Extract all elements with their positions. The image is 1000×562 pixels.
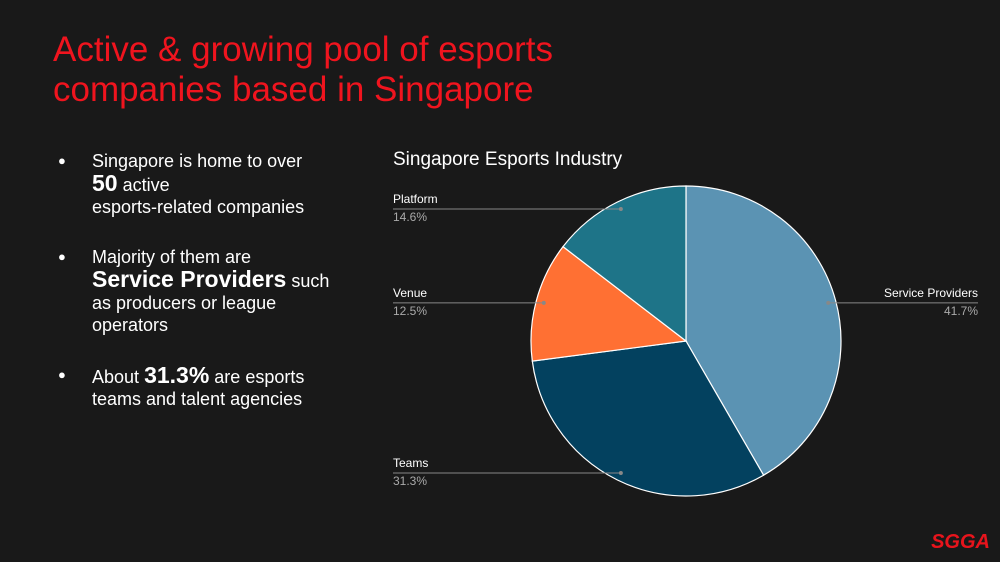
bullet-emphasis: 50 bbox=[92, 170, 118, 196]
bullet-emphasis: 31.3% bbox=[144, 362, 210, 388]
bullet-text: Majority of them are bbox=[92, 247, 252, 267]
leader-dot bbox=[826, 300, 831, 305]
bullet-emphasis: Service Providers bbox=[92, 266, 287, 292]
chart-title: Singapore Esports Industry bbox=[393, 149, 623, 170]
bullet: About 31.3% are esports teams and talent… bbox=[58, 364, 348, 410]
bullet-text: About bbox=[92, 367, 140, 387]
leader-dot bbox=[618, 206, 623, 211]
leader-dot bbox=[618, 471, 623, 476]
slice-label: Service Providers bbox=[884, 286, 978, 300]
slice-value-label: 14.6% bbox=[393, 210, 427, 224]
bullet-text: Singapore is home to over bbox=[92, 151, 303, 171]
bullet-text: are esports teams and talent agencies bbox=[92, 367, 305, 409]
slice-value-label: 41.7% bbox=[944, 304, 978, 318]
bullet-text: such as producers or league operators bbox=[92, 271, 330, 335]
slice-label: Venue bbox=[393, 286, 427, 300]
slice-label: Platform bbox=[393, 192, 438, 206]
slice-value-label: 31.3% bbox=[393, 474, 427, 488]
logo: SGGA bbox=[931, 531, 990, 553]
pie-slice bbox=[562, 185, 687, 343]
slice-value-label: 12.5% bbox=[393, 304, 427, 318]
pie-slice bbox=[531, 340, 765, 497]
slice-label: Teams bbox=[393, 456, 428, 470]
pie-slice bbox=[530, 245, 688, 362]
pie-slice bbox=[685, 185, 842, 477]
slide-title: Active & growing pool of esports compani… bbox=[53, 30, 553, 109]
bullet-text: active bbox=[122, 175, 170, 195]
leader-dot bbox=[541, 300, 546, 305]
bullet-text: esports-related companies bbox=[92, 197, 305, 217]
